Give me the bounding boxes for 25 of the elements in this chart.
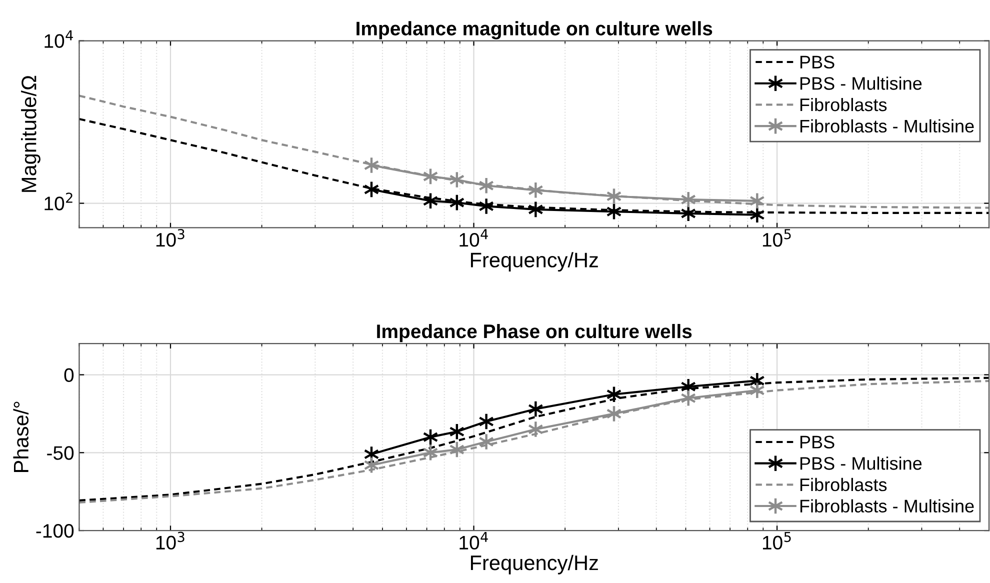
x-axis-title: Frequency/Hz: [470, 554, 598, 574]
legend-label: PBS - Multisine: [800, 456, 922, 470]
chart-title: Impedance Phase on culture wells: [377, 324, 692, 342]
x-tick-label: 10$^{3}$: [156, 532, 184, 550]
y-tick-label: 0: [64, 368, 74, 382]
legend-label: PBS: [800, 436, 834, 448]
y-axis-title: Magnitude/Ω: [21, 76, 40, 192]
legend-label: Fibroblasts - Multisine: [800, 499, 974, 513]
legend-label: PBS - Multisine: [800, 76, 922, 90]
x-tick-label: 10$^{3}$: [156, 228, 184, 247]
chart-title: Impedance magnitude on culture wells: [356, 21, 712, 40]
y-axis-title: Phase/°: [13, 402, 29, 472]
x-tick-label: 10$^{5}$: [762, 229, 791, 247]
legend-label: PBS: [800, 56, 834, 69]
legend-label: Fibroblasts - Multisine: [800, 119, 974, 133]
x-tick-label: 10$^{4}$: [460, 532, 488, 550]
legend-label: Fibroblasts: [800, 98, 887, 112]
x-tick-label: 10$^{4}$: [460, 229, 488, 247]
y-tick-label: 10$^{4}$: [44, 30, 73, 48]
y-tick-label: 10$^{2}$: [44, 192, 72, 210]
legend-label: Fibroblasts: [800, 478, 887, 492]
y-tick-label: -100: [36, 524, 74, 538]
y-tick-label: -50: [47, 446, 74, 460]
x-axis-title: Frequency/Hz: [470, 252, 598, 272]
x-tick-label: 10$^{5}$: [762, 532, 791, 550]
